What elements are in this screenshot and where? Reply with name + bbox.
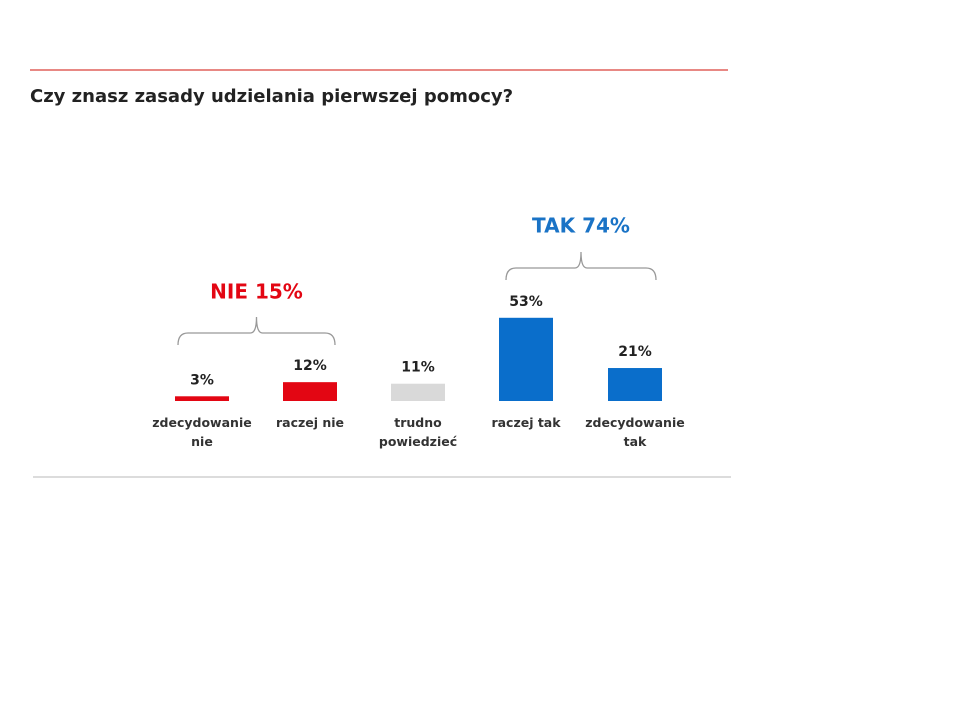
annotation: NIE 15% — [210, 280, 303, 304]
category-label: trudno powiedzieć — [378, 415, 458, 449]
value-label: 21% — [618, 344, 652, 360]
bar — [608, 368, 662, 401]
value-label: 12% — [293, 358, 327, 374]
bar — [391, 383, 445, 401]
annotation: TAK 74% — [532, 214, 630, 238]
category-label: zdecydowanie tak — [585, 415, 685, 449]
chart-title: Czy znasz zasady udzielania pierwszej po… — [30, 86, 513, 107]
brace — [177, 316, 336, 346]
value-label: 3% — [190, 372, 214, 388]
category-label: raczej nie — [275, 415, 345, 430]
bar — [175, 396, 229, 401]
value-label: 11% — [401, 360, 435, 376]
bar — [283, 382, 337, 401]
value-label: 53% — [509, 294, 543, 310]
category-label: raczej tak — [491, 415, 561, 430]
bar — [499, 317, 553, 401]
category-label: zdecydowanie nie — [152, 415, 252, 449]
brace — [505, 251, 657, 281]
